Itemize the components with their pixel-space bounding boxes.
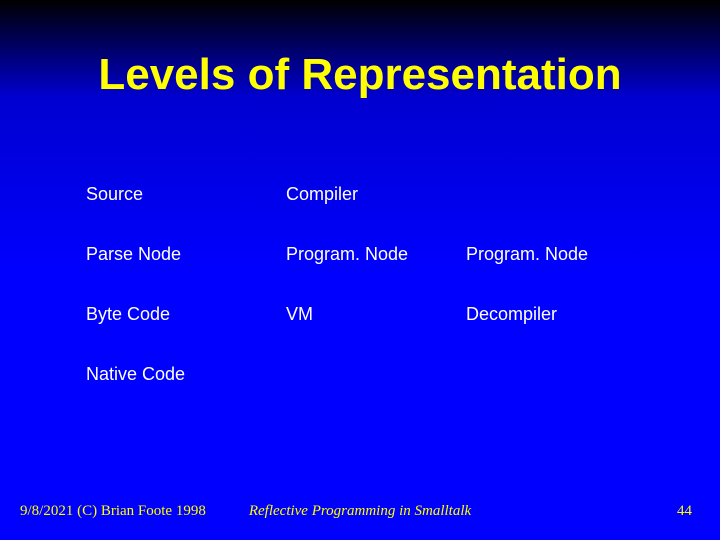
cell-processor: [280, 360, 460, 368]
footer-slide-number: 44: [677, 503, 692, 520]
table-row: Source Compiler: [80, 180, 650, 240]
cell-extra: Decompiler: [460, 300, 640, 329]
cell-level: Parse Node: [80, 240, 280, 269]
cell-level: Source: [80, 180, 280, 209]
cell-processor: VM: [280, 300, 460, 329]
table-row: Parse Node Program. Node Program. Node: [80, 240, 650, 300]
cell-processor: Compiler: [280, 180, 460, 209]
footer-presentation-title: Reflective Programming in Smalltalk: [0, 503, 720, 520]
slide-title: Levels of Representation: [0, 50, 720, 100]
cell-extra: [460, 180, 640, 188]
cell-processor: Program. Node: [280, 240, 460, 269]
cell-extra: [460, 360, 640, 368]
slide: Levels of Representation Source Compiler…: [0, 0, 720, 540]
table-row: Native Code: [80, 360, 650, 420]
cell-level: Native Code: [80, 360, 280, 389]
cell-level: Byte Code: [80, 300, 280, 329]
levels-table: Source Compiler Parse Node Program. Node…: [80, 180, 650, 420]
cell-extra: Program. Node: [460, 240, 640, 269]
table-row: Byte Code VM Decompiler: [80, 300, 650, 360]
